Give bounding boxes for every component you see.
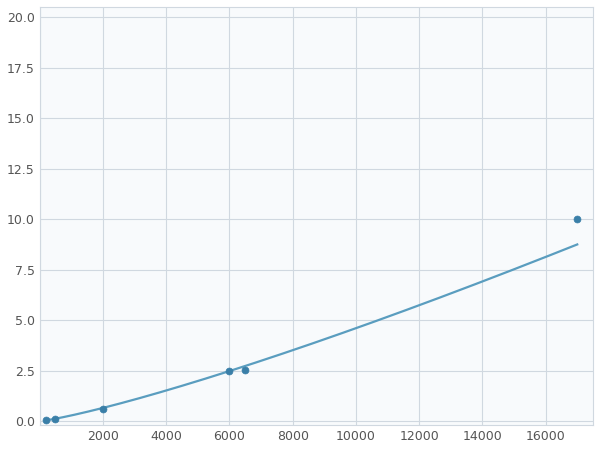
- Point: [41, 417, 51, 424]
- Point: [224, 367, 234, 374]
- Point: [50, 415, 60, 423]
- Point: [98, 405, 108, 413]
- Point: [572, 216, 582, 223]
- Point: [241, 366, 250, 373]
